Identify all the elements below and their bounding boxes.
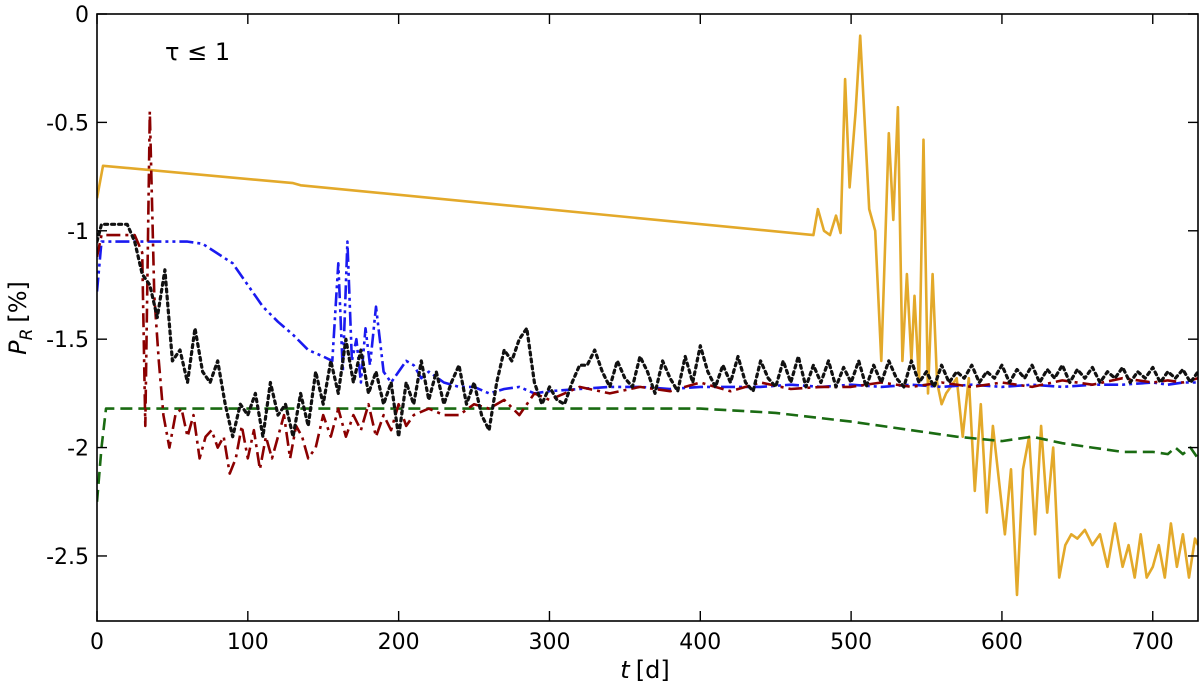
y-axis-label: PR [%]: [4, 281, 37, 355]
x-tick-label: 600: [981, 630, 1023, 655]
y-axis-unit: [%]: [4, 281, 32, 323]
x-tick-label: 300: [528, 630, 570, 655]
y-tick-label: -1.5: [46, 328, 89, 353]
x-axis-variable: t: [620, 656, 631, 684]
y-axis-ticks: 0 -0.5 -1 -1.5 -2 -2.5: [46, 3, 1198, 570]
x-tick-label: 400: [679, 630, 721, 655]
series-line-2: [97, 407, 1198, 502]
series-line-3: [97, 240, 1198, 395]
series-layer: [97, 34, 1198, 597]
x-tick-label: 700: [1132, 630, 1174, 655]
plot-frame: [96, 13, 1199, 622]
x-tick-label: 100: [227, 630, 269, 655]
x-axis-unit: [d]: [636, 656, 670, 684]
y-tick-label: -2.5: [46, 545, 89, 570]
tau-annotation: τ ≤ 1: [165, 38, 230, 66]
series-line-4: [97, 110, 1198, 475]
series-line-1: [97, 34, 1198, 597]
x-tick-label: 200: [378, 630, 420, 655]
y-tick-label: 0: [75, 3, 89, 28]
x-axis-ticks: 0 100 200 300 400 500 600 700: [90, 14, 1174, 655]
y-tick-label: -0.5: [46, 111, 89, 136]
y-tick-label: -2: [67, 437, 89, 462]
series-line-5: [97, 222, 1198, 439]
x-tick-label: 500: [830, 630, 872, 655]
x-axis-label: t [d]: [620, 656, 669, 684]
y-axis-subscript: R: [17, 329, 37, 341]
x-tick-label: 0: [90, 630, 104, 655]
y-tick-label: -1: [67, 220, 89, 245]
y-axis-variable: P: [4, 340, 32, 355]
